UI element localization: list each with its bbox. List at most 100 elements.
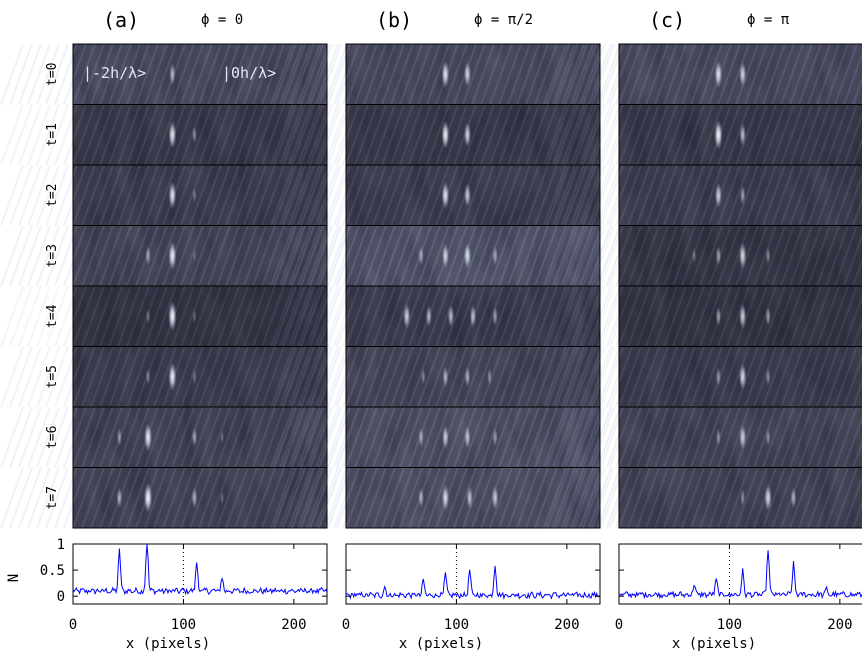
diffraction-peak <box>492 245 498 266</box>
fringe-line <box>564 104 588 166</box>
fringe-line <box>0 467 24 529</box>
y-tick-label: 0.5 <box>40 563 65 579</box>
fringe-line <box>681 346 705 408</box>
fringe-line <box>543 164 567 226</box>
fringe-line <box>345 346 369 408</box>
fringe-line <box>789 104 813 166</box>
fringe-line <box>126 225 150 287</box>
fringe-line <box>771 467 795 529</box>
fringe-line <box>81 164 105 226</box>
fringe-line <box>636 406 660 468</box>
fringe-line <box>582 225 606 287</box>
fringe-line <box>654 225 678 287</box>
fringe-line <box>225 225 249 287</box>
fringe-line <box>309 225 333 287</box>
fringe-line <box>216 225 240 287</box>
fringe-line <box>807 43 831 105</box>
fringe-line <box>108 43 132 105</box>
x-tick-label: 200 <box>554 617 579 633</box>
fringe-line <box>852 439 862 468</box>
fringe-line <box>852 500 862 529</box>
fringe-line <box>573 43 597 105</box>
fringe-line <box>324 164 348 226</box>
diffraction-peak <box>418 487 425 509</box>
fringe-line <box>672 346 696 408</box>
fringe-line <box>654 43 678 105</box>
fringe-line <box>135 104 159 166</box>
fringe-line <box>591 285 615 347</box>
fringe-line <box>444 406 468 468</box>
fringe-line <box>171 225 195 287</box>
fringe-line <box>543 406 567 468</box>
state-label: |0h/λ> <box>222 64 276 82</box>
fringe-line <box>555 285 579 347</box>
fringe-line <box>516 164 540 226</box>
image-row-texture <box>73 165 327 226</box>
fringe-line <box>834 225 858 287</box>
fringe-line <box>852 258 862 287</box>
image-row-texture <box>346 346 600 407</box>
fringe-line <box>180 346 204 408</box>
fringe-line <box>453 467 477 529</box>
diffraction-peak <box>740 488 746 507</box>
fringe-line <box>636 467 660 529</box>
fringe-line <box>435 285 459 347</box>
fringe-line <box>618 164 642 226</box>
fringe-line <box>306 225 330 287</box>
fringe-line <box>507 164 531 226</box>
x-axis-label: x (pixels) <box>399 636 483 652</box>
diffraction-peak <box>191 487 198 509</box>
fringe-line <box>345 406 369 468</box>
fringe-line <box>570 225 594 287</box>
fringe-line <box>609 164 633 226</box>
fringe-line <box>282 346 306 408</box>
fringe-line <box>108 104 132 166</box>
fringe-line <box>834 467 858 529</box>
fringe-line <box>216 43 240 105</box>
fringe-line <box>807 346 831 408</box>
fringe-line <box>561 225 585 287</box>
fringe-line <box>789 467 813 529</box>
fringe-line <box>489 285 513 347</box>
fringe-line <box>771 406 795 468</box>
fringe-line <box>816 104 840 166</box>
fringe-line <box>363 104 387 166</box>
fringe-line <box>852 379 862 408</box>
image-row-fringes <box>546 104 862 166</box>
fringe-line <box>354 43 378 105</box>
x-tick-label: 200 <box>281 617 306 633</box>
fringe-line <box>27 164 51 226</box>
fringe-line <box>189 225 213 287</box>
fringe-line <box>309 43 333 105</box>
fringe-line <box>816 164 840 226</box>
fringe-line <box>0 225 24 287</box>
fringe-line <box>18 406 42 468</box>
fringe-line <box>843 233 862 287</box>
fringe-line <box>654 164 678 226</box>
fringe-line <box>627 225 651 287</box>
fringe-line <box>471 164 495 226</box>
fringe-line <box>762 43 786 105</box>
fringe-line <box>735 43 759 105</box>
fringe-line <box>9 164 33 226</box>
fringe-line <box>645 406 669 468</box>
fringe-line <box>300 346 324 408</box>
fringe-line <box>564 225 588 287</box>
fringe-line <box>291 285 315 347</box>
fringe-line <box>372 467 396 529</box>
fringe-line <box>582 164 606 226</box>
fringe-line <box>234 467 258 529</box>
fringe-line <box>288 164 312 226</box>
fringe-line <box>564 346 588 408</box>
fringe-line <box>372 406 396 468</box>
fringe-line <box>126 406 150 468</box>
fringe-line <box>762 285 786 347</box>
fringe-line <box>279 43 303 105</box>
fringe-line <box>273 43 297 105</box>
x-tick-label: 200 <box>827 617 852 633</box>
fringe-line <box>426 225 450 287</box>
fringe-line <box>300 467 324 529</box>
fringe-line <box>144 225 168 287</box>
fringe-line <box>744 104 768 166</box>
x-tick-label: 0 <box>69 617 77 633</box>
